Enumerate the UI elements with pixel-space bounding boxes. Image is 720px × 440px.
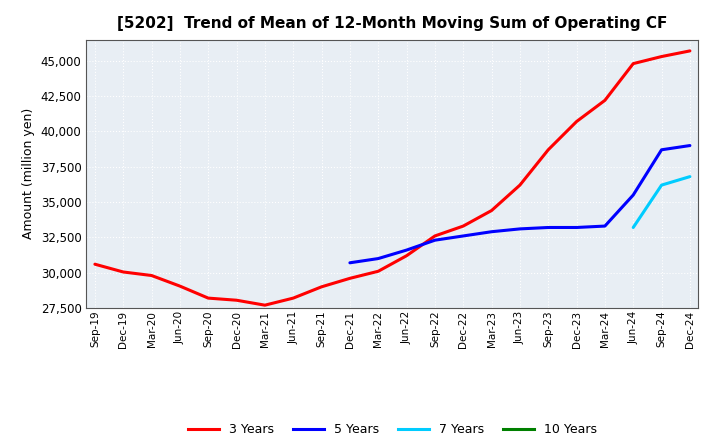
3 Years bbox=[233, 297, 241, 303]
5 Years bbox=[657, 147, 666, 152]
3 Years bbox=[487, 208, 496, 213]
3 Years bbox=[346, 276, 354, 281]
5 Years bbox=[572, 225, 581, 230]
5 Years bbox=[459, 233, 467, 238]
3 Years bbox=[148, 273, 156, 278]
3 Years bbox=[657, 54, 666, 59]
3 Years bbox=[572, 119, 581, 124]
5 Years bbox=[402, 247, 411, 253]
Y-axis label: Amount (million yen): Amount (million yen) bbox=[22, 108, 35, 239]
3 Years bbox=[289, 296, 297, 301]
5 Years bbox=[544, 225, 552, 230]
5 Years bbox=[431, 238, 439, 243]
3 Years bbox=[91, 261, 99, 267]
5 Years bbox=[629, 192, 637, 198]
3 Years bbox=[459, 224, 467, 229]
Legend: 3 Years, 5 Years, 7 Years, 10 Years: 3 Years, 5 Years, 7 Years, 10 Years bbox=[183, 418, 602, 440]
3 Years bbox=[318, 284, 326, 290]
3 Years bbox=[402, 253, 411, 258]
3 Years bbox=[374, 269, 382, 274]
3 Years bbox=[119, 269, 127, 275]
3 Years bbox=[431, 233, 439, 238]
7 Years bbox=[685, 174, 694, 179]
3 Years bbox=[516, 183, 524, 188]
7 Years bbox=[657, 183, 666, 188]
3 Years bbox=[261, 303, 269, 308]
3 Years bbox=[176, 283, 184, 289]
3 Years bbox=[629, 61, 637, 66]
3 Years bbox=[600, 98, 609, 103]
3 Years bbox=[544, 147, 552, 152]
5 Years bbox=[487, 229, 496, 235]
5 Years bbox=[516, 226, 524, 231]
5 Years bbox=[685, 143, 694, 148]
Line: 3 Years: 3 Years bbox=[95, 51, 690, 305]
5 Years bbox=[600, 224, 609, 229]
7 Years bbox=[629, 225, 637, 230]
Title: [5202]  Trend of Mean of 12-Month Moving Sum of Operating CF: [5202] Trend of Mean of 12-Month Moving … bbox=[117, 16, 667, 32]
Line: 7 Years: 7 Years bbox=[633, 176, 690, 227]
5 Years bbox=[346, 260, 354, 265]
3 Years bbox=[685, 48, 694, 54]
3 Years bbox=[204, 296, 212, 301]
5 Years bbox=[374, 256, 382, 261]
Line: 5 Years: 5 Years bbox=[350, 146, 690, 263]
